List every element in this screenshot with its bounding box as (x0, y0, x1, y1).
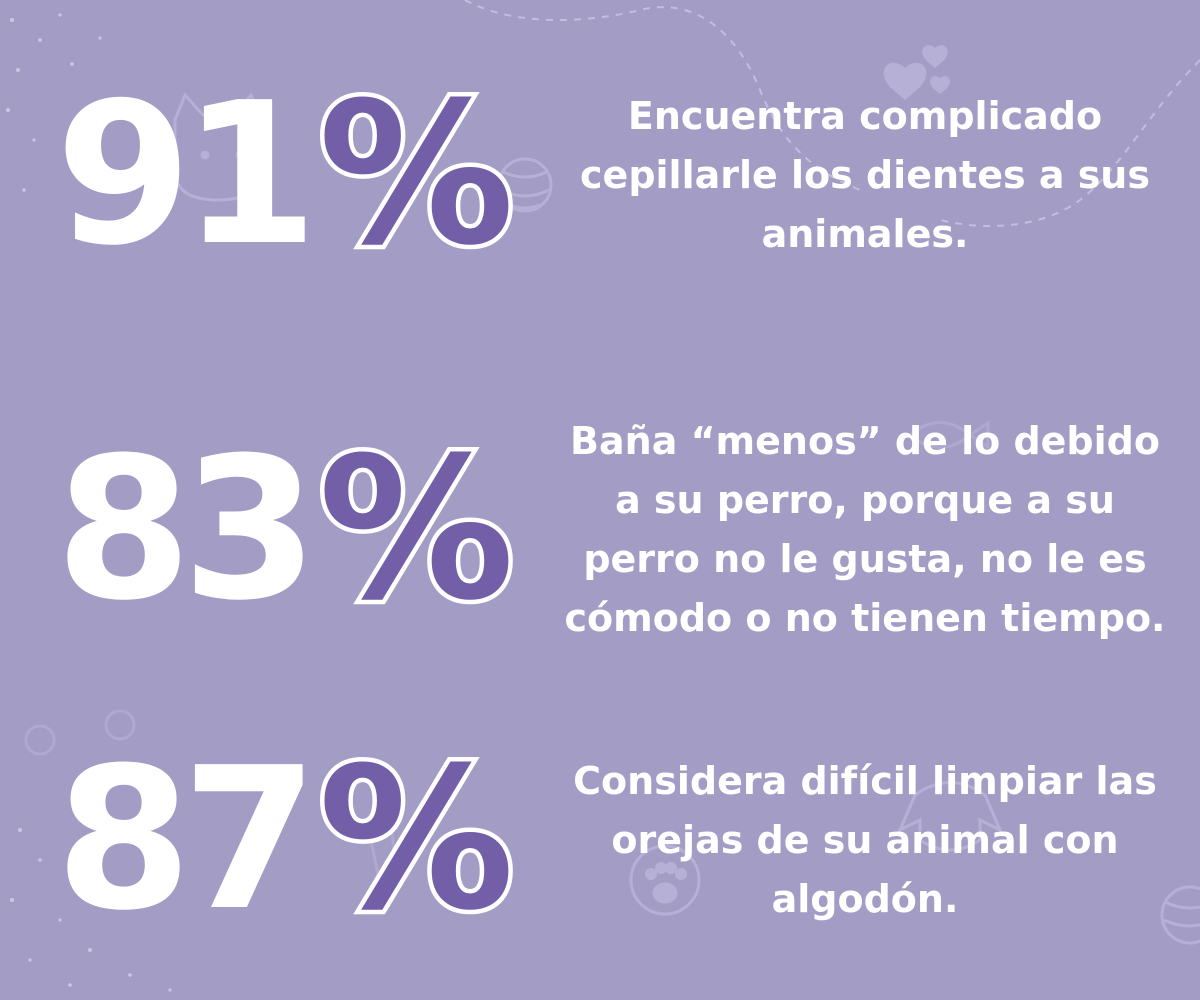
dots-left-top (6, 13, 102, 192)
percent-sign: % (314, 61, 519, 289)
stat-row: 87% Considera difícil limpiar las orejas… (0, 735, 1200, 945)
percent-sign: % (314, 726, 519, 954)
yarn-ball-icon (1160, 885, 1200, 945)
dashed-trail-right (939, 59, 1200, 227)
stat-number: 87 (55, 726, 318, 954)
hearts-icon (883, 45, 950, 100)
stat-row: 83% Baña “menos” de lo debido a su perro… (0, 385, 1200, 675)
stat-percentage: 91% (40, 70, 530, 280)
dashed-trail-top (464, 0, 861, 191)
paw-print-icon (629, 844, 701, 916)
stat-description: Considera difícil limpiar las orejas de … (573, 758, 1157, 921)
cat-face-icon (173, 92, 263, 202)
yarn-ball-icon (497, 157, 553, 213)
dog-face-icon (897, 781, 1003, 852)
dots-left-bottom (10, 828, 172, 992)
stat-description: Baña “menos” de lo debido a su perro, po… (564, 419, 1166, 640)
stat-number: 83 (55, 416, 318, 644)
bear-face-icon (24, 709, 398, 876)
stat-percentage: 83% (40, 425, 530, 635)
fish-icon (907, 420, 990, 450)
stat-percentage: 87% (40, 735, 530, 945)
stat-row: 91% Encuentra complicado cepillarle los … (0, 70, 1200, 280)
percent-sign: % (314, 416, 519, 644)
stat-description: Encuentra complicado cepillarle los dien… (580, 93, 1150, 256)
stat-number: 91 (55, 61, 318, 289)
